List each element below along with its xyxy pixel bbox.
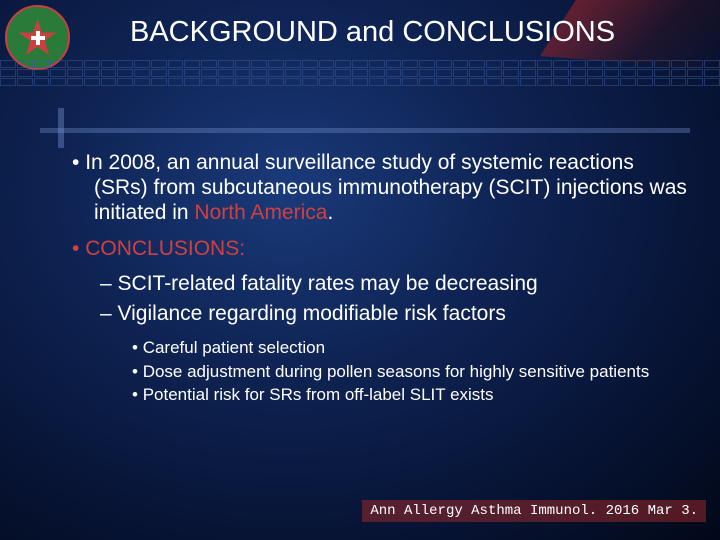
- bullet-slit: Potential risk for SRs from off-label SL…: [72, 384, 690, 405]
- bullet-dose: Dose adjustment during pollen seasons fo…: [72, 361, 690, 382]
- logo-cross-icon: [31, 31, 45, 45]
- grid-decoration: [0, 60, 720, 88]
- slide-content: In 2008, an annual surveillance study of…: [72, 150, 690, 407]
- bullet-vigilance: Vigilance regarding modifiable risk fact…: [72, 301, 690, 327]
- slide-title: BACKGROUND and CONCLUSIONS: [130, 16, 615, 49]
- bullet-intro-highlight: North America: [194, 201, 327, 224]
- bullet-intro-post: .: [327, 201, 333, 224]
- bullet-selection: Careful patient selection: [72, 337, 690, 358]
- citation-footer: Ann Allergy Asthma Immunol. 2016 Mar 3.: [362, 500, 706, 522]
- bullet-conclusions-header: CONCLUSIONS:: [72, 236, 690, 261]
- bullet-intro: In 2008, an annual surveillance study of…: [72, 150, 690, 226]
- horizontal-bar-decoration: [40, 128, 690, 133]
- bullet-intro-text: In 2008, an annual surveillance study of…: [85, 151, 687, 224]
- bullet-fatality: SCIT-related fatality rates may be decre…: [72, 271, 690, 297]
